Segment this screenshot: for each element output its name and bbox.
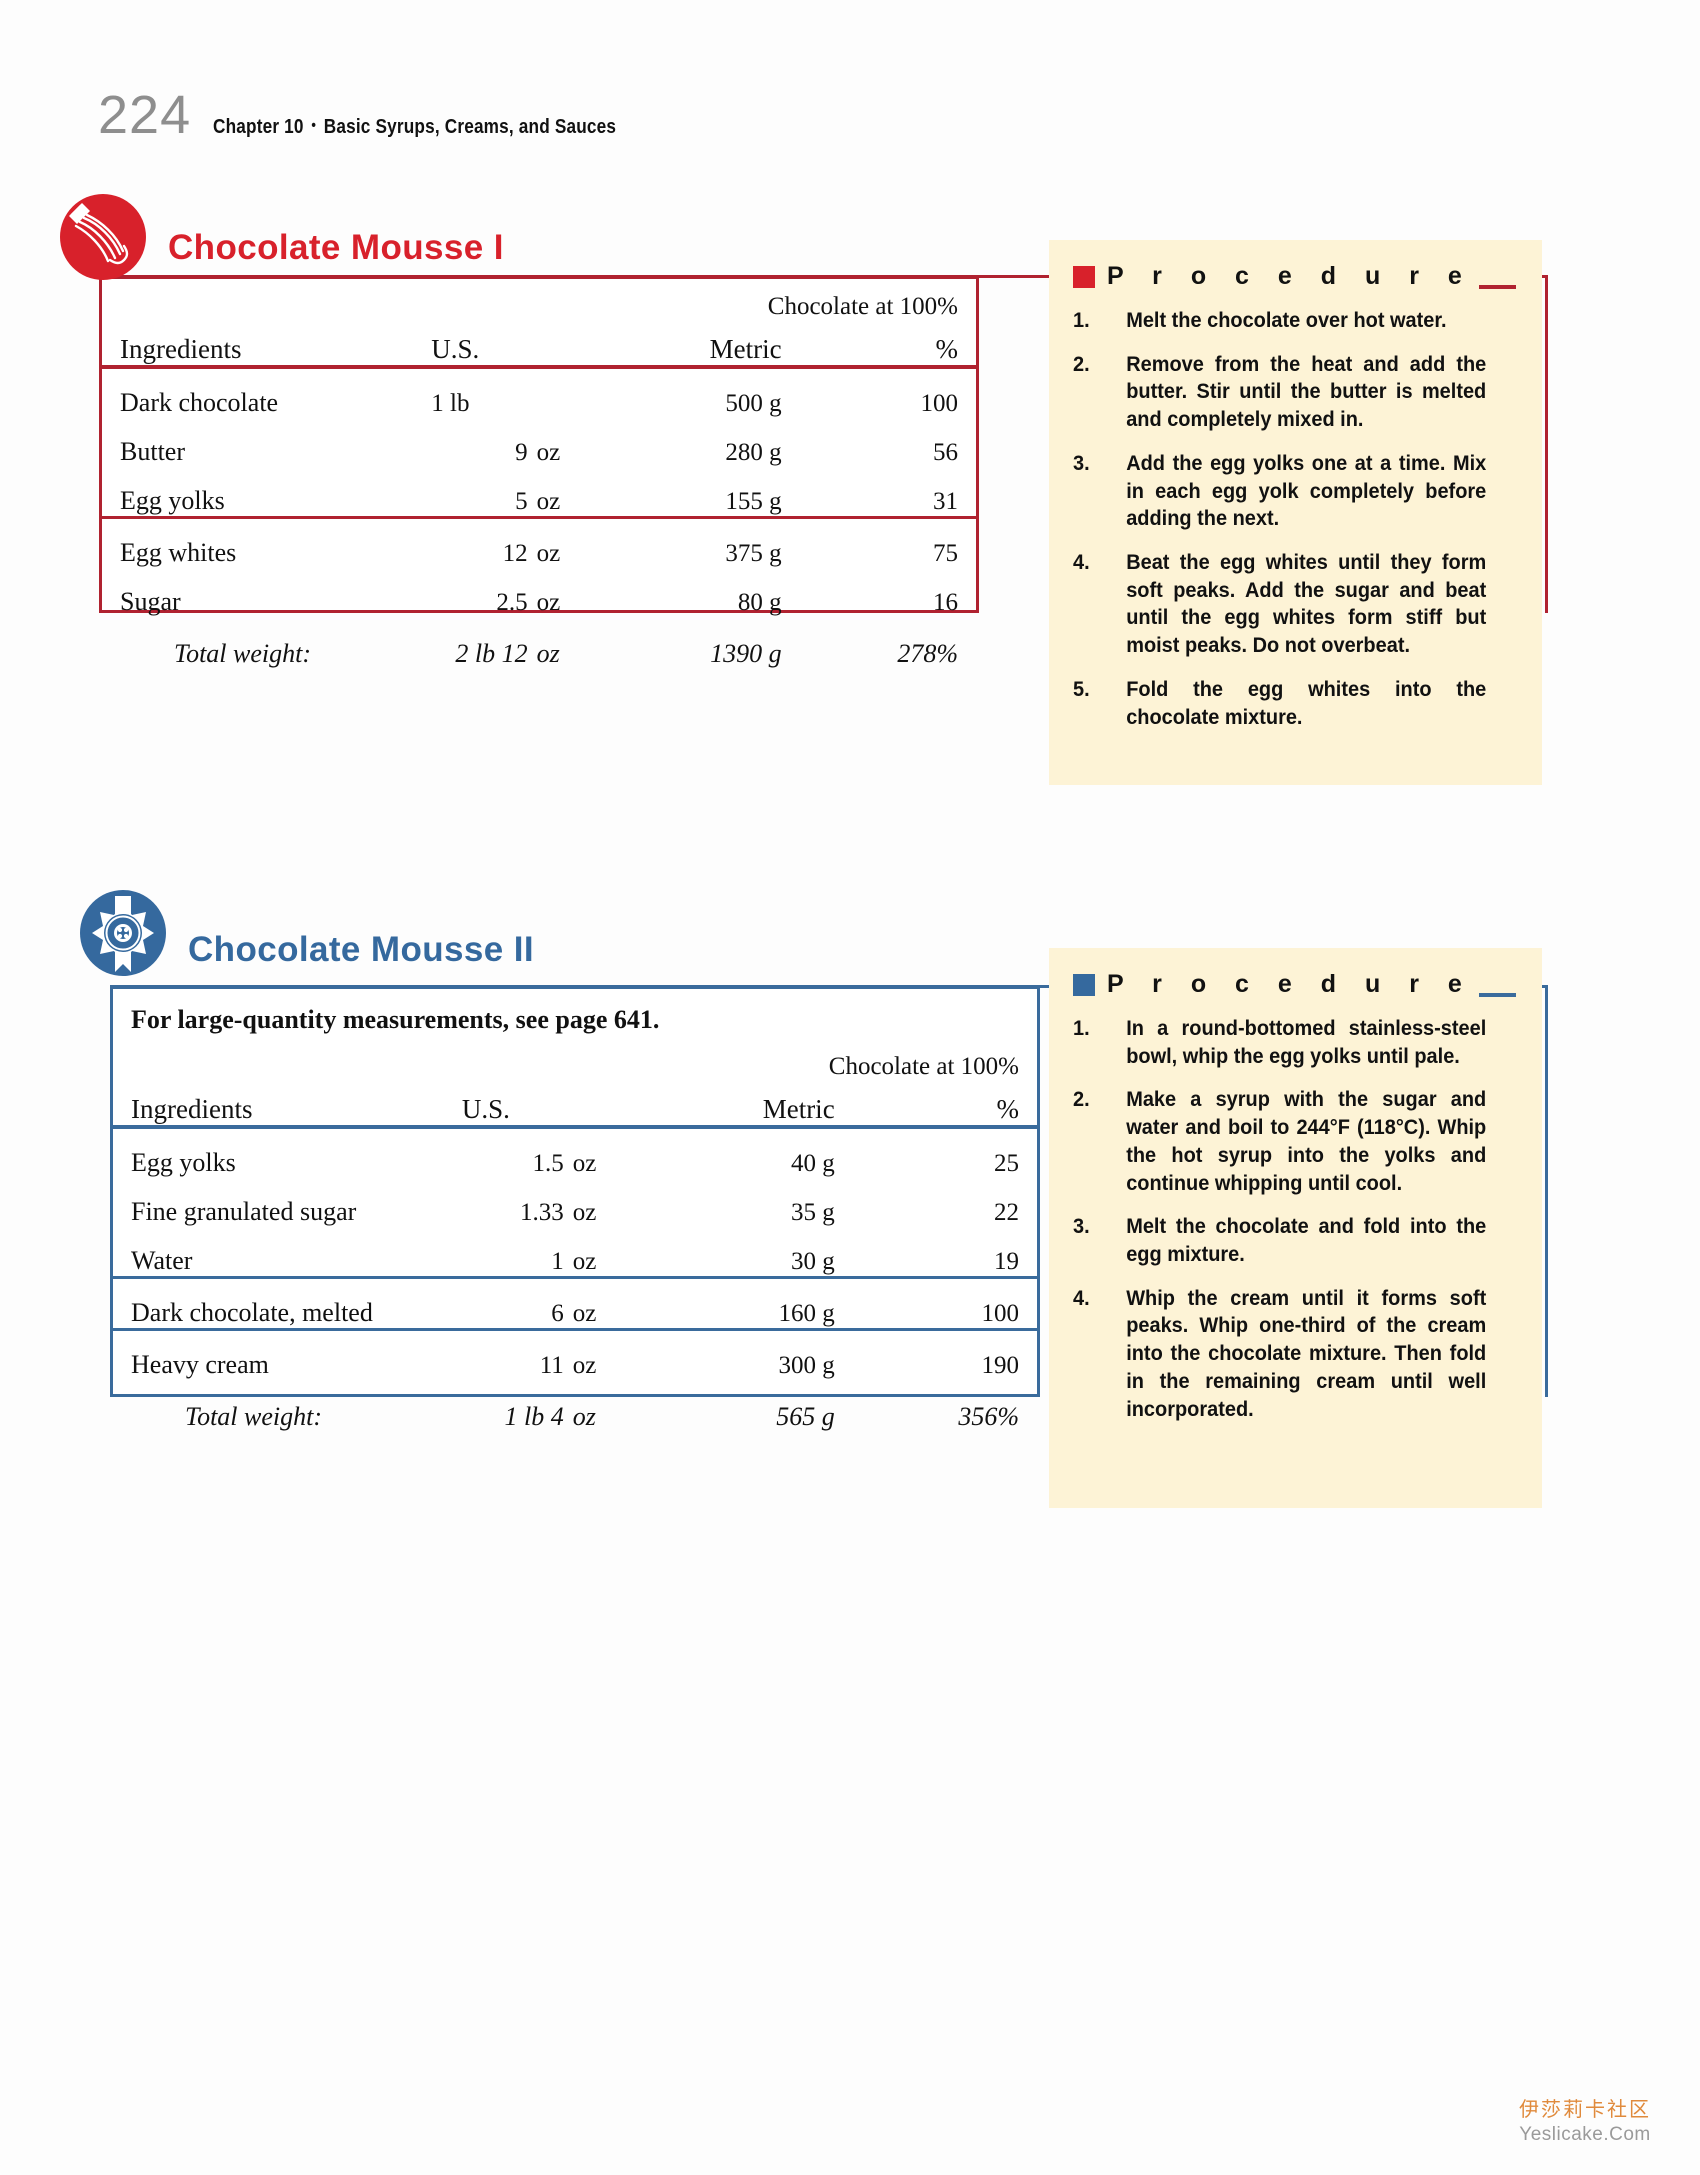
recipe-title: Chocolate Mousse II	[188, 930, 534, 969]
col-header-ingredients: Ingredients	[102, 321, 426, 369]
chapter-title: Chapter 10 • Basic Syrups, Creams, and Sau…	[213, 116, 616, 139]
procedure-heading: P r o c e d u r e	[1107, 262, 1473, 290]
table-super-header-row: Chocolate at 100%	[113, 1039, 1037, 1081]
procedure-rule	[1478, 992, 1516, 997]
ingredient-table: Chocolate at 100% Ingredients U.S. Metri…	[102, 279, 976, 669]
super-header-chocolate-at-100: Chocolate at 100%	[767, 293, 958, 320]
table-header-row: Ingredients U.S. Metric %	[113, 1081, 1037, 1129]
table-row: Water 1 oz 30 g 19	[113, 1227, 1037, 1279]
running-head: 224 Chapter 10 • Basic Syrups, Creams, and…	[98, 88, 682, 142]
table-row: Dark chocolate, melted 6 oz 160 g 100	[113, 1277, 1037, 1331]
procedure-header: P r o c e d u r e	[1049, 240, 1542, 291]
col-header-metric: Metric	[605, 321, 828, 369]
procedure-header: P r o c e d u r e	[1049, 948, 1542, 999]
table-total-row: Total weight: 2 lb 12 oz 1390 g 278%	[102, 617, 976, 669]
procedure-steps: In a round-bottomed stainless-steel bowl…	[1049, 999, 1542, 1449]
table-row: Sugar 2.5 oz 80 g 16	[120, 587, 958, 616]
procedure-step: In a round-bottomed stainless-steel bowl…	[1073, 1015, 1487, 1068]
procedure-step: Melt the chocolate and fold into the egg…	[1073, 1213, 1487, 1267]
col-header-ingredients: Ingredients	[113, 1081, 456, 1129]
col-header-us: U.S.	[455, 1081, 573, 1129]
col-header-percent: %	[880, 1081, 1037, 1129]
procedure-step: Remove from the heat and add the butter.…	[1073, 351, 1487, 432]
procedure-step: Melt the chocolate over hot water.	[1073, 307, 1447, 334]
chapter-subject: Basic Syrups, Creams, and Sauces	[323, 116, 617, 138]
procedure-step: Add the egg yolks one at a time. Mix in …	[1073, 450, 1487, 531]
table-total-row: Total weight: 1 lb 4 oz 565 g 356%	[113, 1380, 1037, 1432]
ingredient-table-panel: Chocolate at 100% Ingredients U.S. Metri…	[99, 275, 979, 668]
procedure-panel: P r o c e d u r e Melt the chocolate ove…	[1049, 240, 1542, 785]
medal-icon	[80, 890, 166, 976]
super-header-chocolate-at-100: Chocolate at 100%	[828, 1053, 1019, 1080]
procedure-steps: Melt the chocolate over hot water. Remov…	[1049, 291, 1542, 757]
col-header-percent: %	[827, 321, 976, 369]
col-header-metric: Metric	[647, 1081, 881, 1129]
large-quantity-note: For large-quantity measurements, see pag…	[131, 1005, 660, 1034]
procedure-heading: P r o c e d u r e	[1107, 970, 1473, 998]
total-label: Total weight:	[174, 639, 312, 668]
bullet-separator: •	[311, 117, 317, 134]
procedure-marker-icon	[1073, 265, 1095, 288]
watermark: 伊莎莉卡社区 Yeslicake.Com	[1490, 2098, 1680, 2147]
ingredient-table-panel: For large-quantity measurements, see pag…	[110, 985, 1040, 1431]
procedure-step: Whip the cream until it forms soft peaks…	[1073, 1285, 1487, 1421]
col-header-us: U.S.	[425, 321, 537, 369]
page-number: 224	[98, 85, 192, 145]
total-label: Total weight:	[185, 1402, 323, 1431]
table-row: Butter 9 oz 280 g 56	[120, 437, 958, 466]
watermark-english: Yeslicake.Com	[1519, 2124, 1651, 2145]
table-row: Fine granulated sugar 1.33 oz 35 g 22	[131, 1197, 1019, 1226]
table-super-header-row: Chocolate at 100%	[102, 279, 976, 321]
whisk-icon	[60, 194, 146, 280]
procedure-step: Fold the egg whites into the chocolate m…	[1073, 676, 1487, 729]
ingredient-table: Chocolate at 100% Ingredients U.S. Metri…	[113, 1039, 1037, 1432]
watermark-chinese: 伊莎莉卡社区	[1519, 2099, 1651, 2121]
procedure-step: Beat the egg whites until they form soft…	[1073, 549, 1487, 658]
table-header-row: Ingredients U.S. Metric %	[102, 321, 976, 369]
chapter-label: Chapter 10	[213, 116, 304, 138]
table-row: Dark chocolate 1 lb 500 g 100	[120, 388, 958, 417]
recipe-title: Chocolate Mousse I	[168, 228, 504, 267]
procedure-panel: P r o c e d u r e In a round-bottomed st…	[1049, 948, 1542, 1508]
table-row: Egg yolks 5 oz 155 g 31	[102, 467, 976, 519]
table-row: Heavy cream 11 oz 300 g 190	[131, 1350, 1019, 1379]
table-row: Egg whites 12 oz 375 g 75	[120, 538, 958, 567]
procedure-step: Make a syrup with the sugar and water an…	[1073, 1086, 1487, 1195]
procedure-marker-icon	[1073, 973, 1095, 996]
procedure-rule	[1478, 284, 1516, 289]
table-row: Egg yolks 1.5 oz 40 g 25	[131, 1148, 1019, 1177]
